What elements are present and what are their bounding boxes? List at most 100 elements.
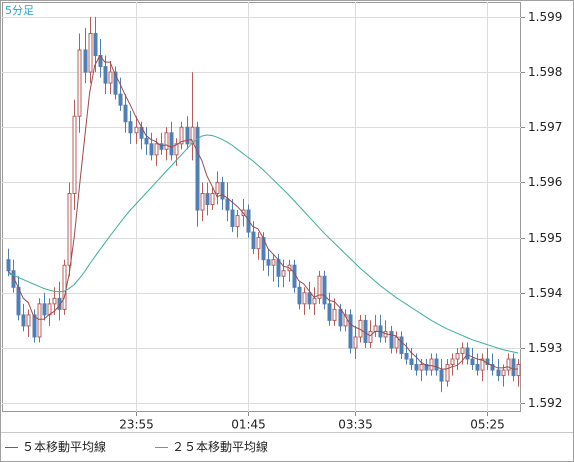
candle-body [419,364,424,371]
candle-body [470,358,475,366]
x-tick-label: 23:55 [119,418,154,432]
y-tick-label: 1.595 [528,231,562,245]
candle-body [98,55,103,68]
candle-body [32,314,37,338]
candle-body [256,237,261,250]
candle-body [317,275,322,299]
legend-label: ５本移動平均線 [22,439,106,454]
y-tick-label: 1.597 [528,120,562,134]
candle-body [235,215,240,228]
candle-body [154,143,159,156]
candle-body [62,264,67,310]
y-tick-label: 1.599 [528,10,562,24]
candle-body [230,209,235,228]
candle-body [164,132,169,150]
candle-body [338,308,343,327]
candle-body [332,308,337,321]
candle-body [77,49,82,117]
candle-body [475,364,480,371]
y-tick-label: 1.592 [528,396,562,410]
marks [6,16,521,393]
candle-body [123,104,128,123]
candle-body [281,270,286,277]
candle-body [210,192,215,206]
candle-body [368,330,373,343]
candle-body [185,126,190,145]
candle-body [450,358,455,366]
candle-body [404,353,409,360]
candle-body [373,325,378,332]
candle-body [113,71,118,95]
candle-body [93,32,98,57]
y-tick-label: 1.593 [528,341,562,355]
candle-body [103,66,108,84]
x-tick-label: 05:25 [470,418,505,432]
candle-body [445,364,450,382]
candle-body [414,364,419,371]
legend-label: ２５本移動平均線 [172,439,268,454]
candle-body [6,259,11,272]
candle-body [302,292,307,305]
candle-body [205,192,210,206]
candle-body [26,314,31,327]
ma-line [7,54,518,370]
chart-title: 5分足 [5,4,34,17]
candle-body [363,319,368,343]
candle-body [149,143,154,156]
candle-body [429,358,434,371]
candle-body [353,336,358,349]
y-tick-label: 1.596 [528,175,562,189]
candle-body [11,270,16,288]
candle-body [465,347,470,360]
candle-body [501,369,506,377]
candle-body [455,353,460,360]
candle-body [169,132,174,156]
candle-body [439,369,444,382]
candle-body [460,347,465,355]
candle-body [389,330,394,349]
y-tick-label: 1.594 [528,286,562,300]
ma-line [7,134,519,354]
candle-body [276,259,281,277]
candle-body [88,32,93,73]
candle-body [312,297,317,305]
candle-body [322,275,327,305]
candle-body [307,292,312,305]
candle-body [516,364,521,377]
candle-body [246,209,251,233]
candle-body [179,126,184,145]
candle-body [434,358,439,371]
candle-body [144,137,149,145]
candle-body [21,314,26,327]
candle-body [511,358,516,377]
grid: 1.592 1.593 1.594 1.595 1.596 1.597 1.598 1.599… [2,2,562,432]
candle-body [174,143,179,156]
candle-body [292,264,297,288]
candle-body [118,93,123,106]
candle-body [108,71,113,84]
candle-body [195,126,200,211]
candle-body [220,181,225,200]
candle-body [399,336,404,355]
candle-body [480,358,485,371]
candle-body [409,358,414,366]
candle-body [52,297,57,305]
candle-body [297,286,302,305]
candle-body [83,49,88,73]
candle-body [424,364,429,371]
x-tick-label: 01:45 [231,418,266,432]
candle-body [348,314,353,349]
y-tick-label: 1.598 [528,65,562,79]
candle-body [506,358,511,371]
candle-body [200,192,205,211]
candle-body [343,314,348,327]
candle-body [490,364,495,371]
candle-body [251,231,256,250]
candle-body [128,121,133,134]
candle-body [72,115,77,194]
candle-body [134,126,139,134]
candle-body [485,358,490,366]
candle-body [159,143,164,150]
